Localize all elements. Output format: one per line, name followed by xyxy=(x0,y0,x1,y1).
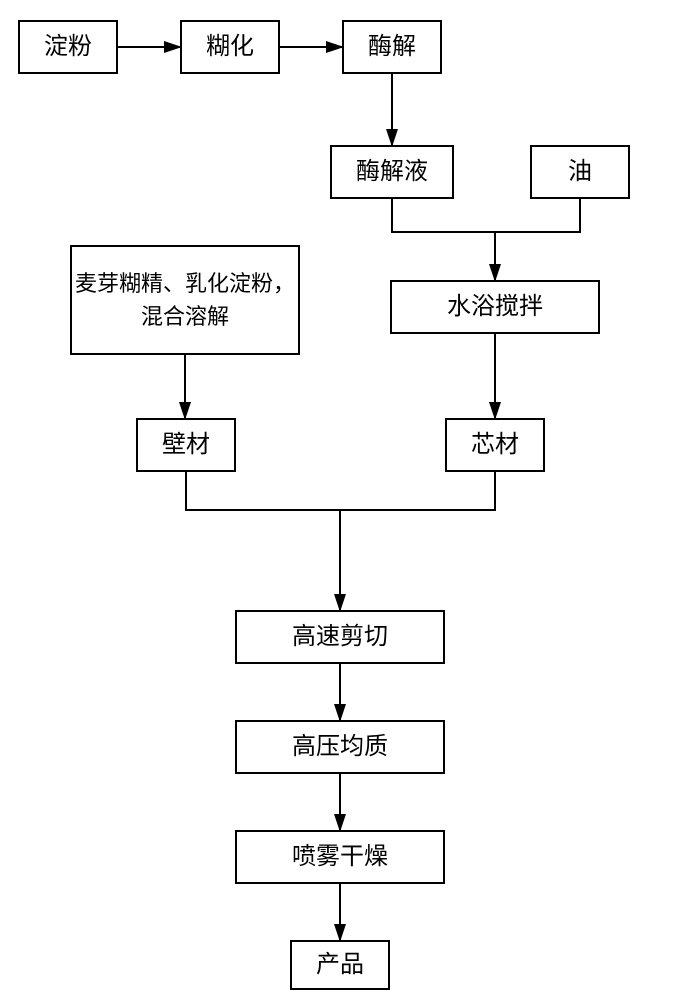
node-n7: 水浴搅拌 xyxy=(390,280,600,334)
node-n5: 油 xyxy=(530,145,630,199)
node-n4: 酶解液 xyxy=(330,145,454,199)
edge-3 xyxy=(392,199,495,280)
node-n13: 产品 xyxy=(290,940,390,990)
node-n3: 酶解 xyxy=(342,20,442,74)
node-label: 壁材 xyxy=(162,427,210,463)
node-label: 酶解 xyxy=(368,29,416,65)
flowchart-canvas: 淀粉 糊化 酶解酶解液 油麦芽糊精、乳化淀粉，混合溶解 水浴搅拌壁材 芯材高速剪切高压均质… xyxy=(0,0,688,1000)
node-label: 芯材 xyxy=(471,427,519,463)
node-n8: 壁材 xyxy=(136,418,236,472)
node-n9: 芯材 xyxy=(445,418,545,472)
edge-4 xyxy=(496,199,580,232)
node-label: 酶解液 xyxy=(356,154,428,190)
node-label: 油 xyxy=(568,154,592,190)
node-label: 高速剪切 xyxy=(292,619,388,655)
node-label: 喷雾干燥 xyxy=(292,839,388,875)
edge-7 xyxy=(186,472,340,610)
node-label: 糊化 xyxy=(206,29,254,65)
node-label: 产品 xyxy=(316,947,364,983)
node-label: 麦芽糊精、乳化淀粉，混合溶解 xyxy=(72,267,298,333)
node-label: 淀粉 xyxy=(44,29,92,65)
node-n1: 淀粉 xyxy=(18,20,118,74)
edge-8 xyxy=(341,472,495,510)
node-n6: 麦芽糊精、乳化淀粉，混合溶解 xyxy=(70,245,300,355)
node-n12: 喷雾干燥 xyxy=(235,830,445,884)
node-n10: 高速剪切 xyxy=(235,610,445,664)
node-n11: 高压均质 xyxy=(235,720,445,774)
node-label: 水浴搅拌 xyxy=(447,289,543,325)
node-label: 高压均质 xyxy=(292,729,388,765)
node-n2: 糊化 xyxy=(180,20,280,74)
